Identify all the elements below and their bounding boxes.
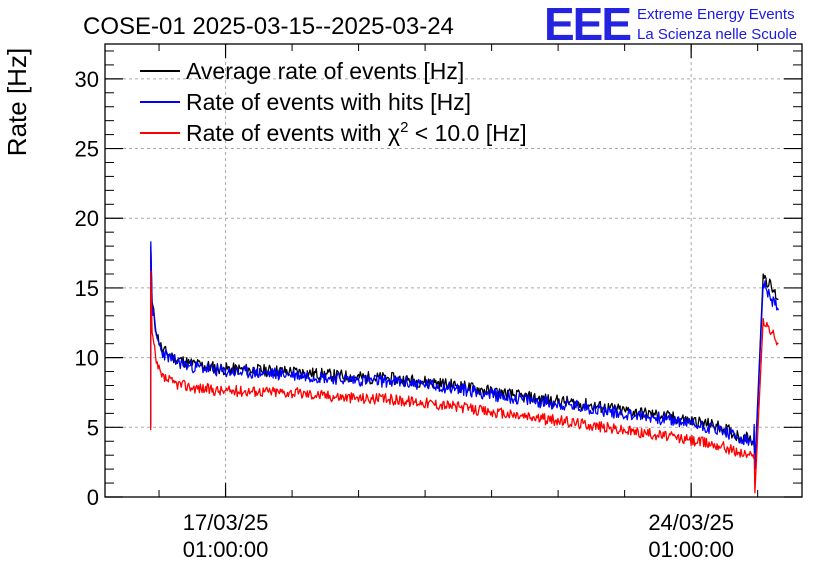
y-tick-label: 15 (75, 276, 99, 301)
axis-ticks: 05101520253017/03/2501:00:0024/03/2501:0… (75, 44, 802, 562)
chart-title: COSE-01 2025-03-15--2025-03-24 (83, 13, 454, 40)
y-tick-label: 25 (75, 137, 99, 162)
x-tick-label-time: 01:00:00 (183, 537, 269, 562)
eee-logo: EEE Extreme Energy Events La Scienza nel… (544, 0, 797, 50)
legend-label-hits: Rate of events with hits [Hz] (186, 89, 471, 115)
legend-label-chi2: Rate of events with χ2 < 10.0 [Hz] (186, 119, 527, 146)
grid (105, 44, 802, 498)
y-tick-label: 0 (87, 485, 99, 510)
y-axis-label: Rate [Hz] (2, 48, 32, 156)
eee-logo-line1: Extreme Energy Events (637, 6, 795, 23)
series-lines (150, 241, 780, 494)
legend-label-average: Average rate of events [Hz] (186, 58, 464, 84)
x-tick-label-date: 17/03/25 (183, 510, 269, 535)
y-tick-label: 30 (75, 67, 99, 92)
series-line-hits (150, 241, 780, 470)
eee-logo-line2: La Scienza nelle Scuole (637, 26, 797, 43)
eee-logo-mark: EEE (544, 0, 630, 50)
legend: Average rate of events [Hz] Rate of even… (140, 58, 527, 146)
series-line-chi2 (150, 270, 779, 494)
y-tick-label: 10 (75, 346, 99, 371)
series-line-average (150, 245, 779, 467)
plot-frame (104, 43, 803, 498)
x-tick-label-time: 01:00:00 (648, 537, 734, 562)
y-tick-label: 20 (75, 206, 99, 231)
y-tick-label: 5 (87, 415, 99, 440)
x-tick-label-date: 24/03/25 (648, 510, 734, 535)
